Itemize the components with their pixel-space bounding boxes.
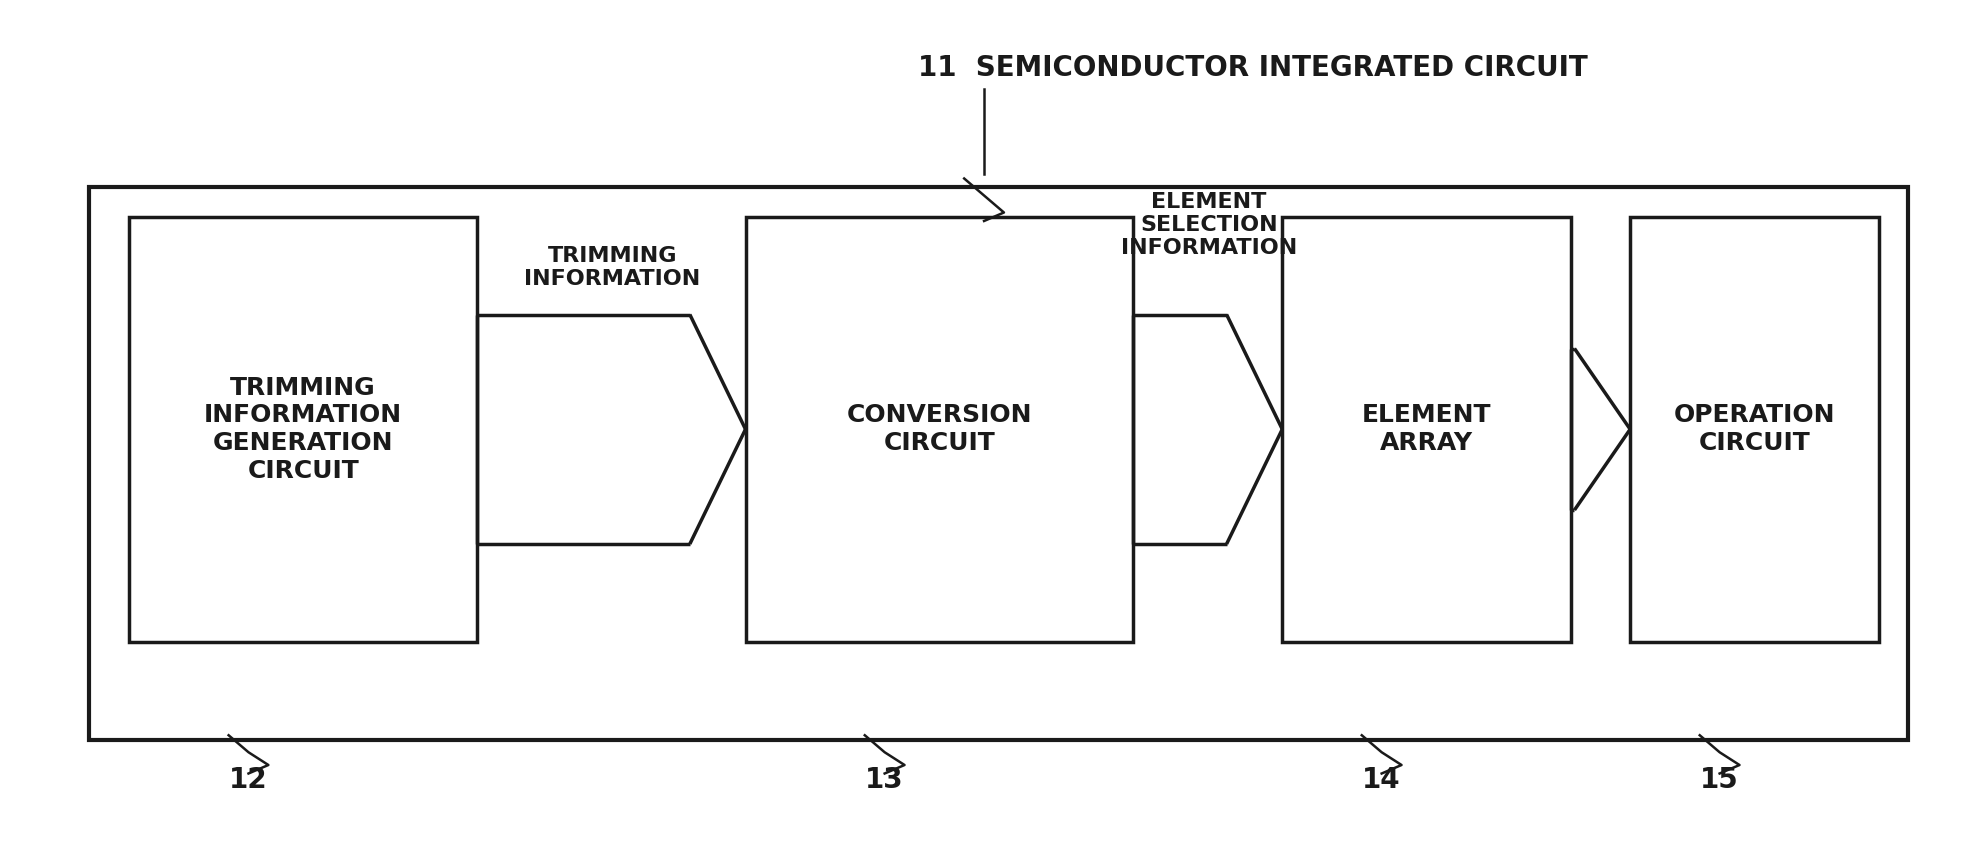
Text: TRIMMING
INFORMATION: TRIMMING INFORMATION — [525, 246, 700, 289]
Bar — [89, 187, 1908, 740]
Text: TRIMMING
INFORMATION
GENERATION
CIRCUIT: TRIMMING INFORMATION GENERATION CIRCUIT — [205, 376, 402, 483]
Bar — [746, 217, 1133, 642]
Text: 13: 13 — [865, 767, 905, 794]
Text: 15: 15 — [1700, 767, 1740, 794]
Bar — [1630, 217, 1879, 642]
Text: 11  SEMICONDUCTOR INTEGRATED CIRCUIT: 11 SEMICONDUCTOR INTEGRATED CIRCUIT — [918, 54, 1586, 82]
Text: 14: 14 — [1362, 767, 1402, 794]
Text: ELEMENT
ARRAY: ELEMENT ARRAY — [1362, 404, 1491, 455]
Text: CONVERSION
CIRCUIT: CONVERSION CIRCUIT — [847, 404, 1032, 455]
Bar — [1282, 217, 1571, 642]
Text: OPERATION
CIRCUIT: OPERATION CIRCUIT — [1674, 404, 1835, 455]
Bar — [129, 217, 477, 642]
Text: ELEMENT
SELECTION
INFORMATION: ELEMENT SELECTION INFORMATION — [1121, 192, 1296, 258]
Text: 12: 12 — [229, 767, 268, 794]
